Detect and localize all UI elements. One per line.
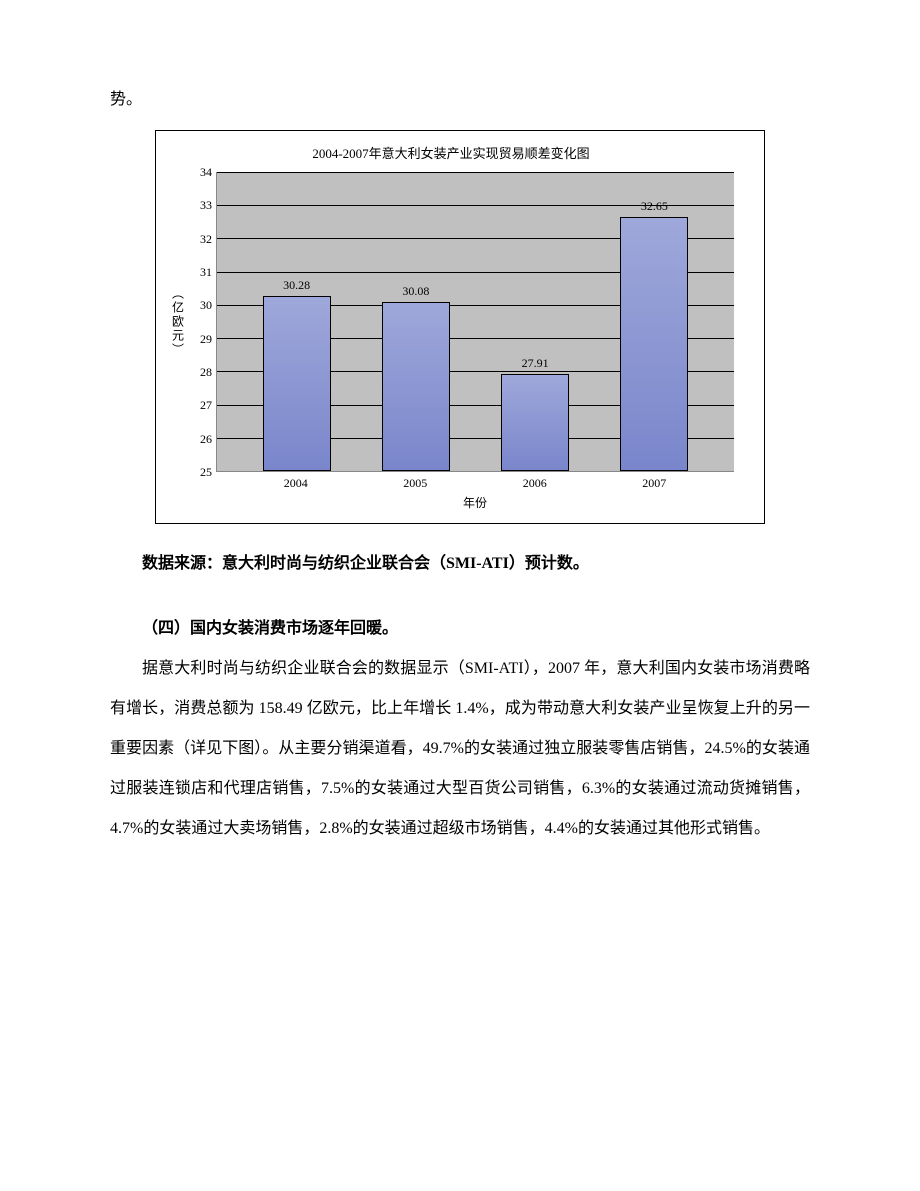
bar-slot: 30.28: [237, 172, 356, 471]
x-tick: 2005: [356, 476, 476, 491]
data-source: 数据来源：意大利时尚与纺织企业联合会（SMI-ATI）预计数。: [110, 544, 810, 584]
section-heading: （四）国内女装消费市场逐年回暖。: [110, 609, 810, 649]
chart-title: 2004-2007年意大利女装产业实现贸易顺差变化图: [168, 143, 734, 162]
bar: [620, 217, 688, 471]
grid-line: [217, 172, 734, 173]
bar: [501, 374, 569, 471]
trade-surplus-chart: 2004-2007年意大利女装产业实现贸易顺差变化图 （亿欧元） 3433323…: [155, 130, 765, 524]
x-axis-ticks: 2004200520062007: [216, 472, 734, 491]
body-paragraph: 据意大利时尚与纺织企业联合会的数据显示（SMI-ATI），2007 年，意大利国…: [110, 649, 810, 849]
y-axis-ticks: 34333231302928272625: [188, 172, 216, 472]
bar-value-label: 32.65: [641, 199, 668, 214]
bar: [263, 296, 331, 471]
bar-value-label: 27.91: [522, 356, 549, 371]
bar: [382, 302, 450, 471]
x-tick: 2007: [595, 476, 715, 491]
x-tick: 2006: [475, 476, 595, 491]
y-axis-label: （亿欧元）: [168, 172, 188, 472]
plot-area: 30.28 30.08 27.91 32.65: [216, 172, 734, 472]
x-axis-label: 年份: [216, 494, 734, 511]
bar-value-label: 30.08: [402, 284, 429, 299]
bar-slot: 30.08: [356, 172, 475, 471]
orphan-text: 势。: [110, 80, 810, 120]
bar-slot: 27.91: [476, 172, 595, 471]
x-tick: 2004: [236, 476, 356, 491]
bar-value-label: 30.28: [283, 278, 310, 293]
bar-slot: 32.65: [595, 172, 714, 471]
